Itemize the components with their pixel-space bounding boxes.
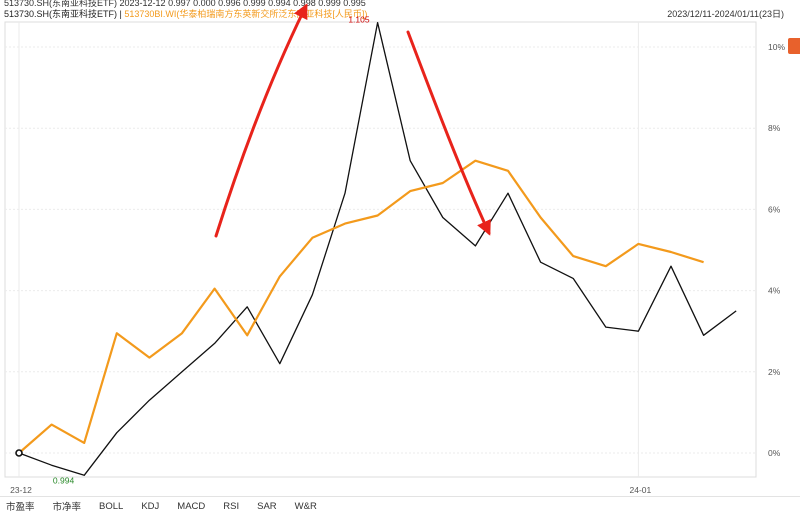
chart-header: 513730.SH(东南亚科技ETF) 2023-12-12 0.997 0.0… xyxy=(0,0,800,20)
indicator-tab[interactable]: 市净率 xyxy=(52,502,82,513)
start-marker xyxy=(15,449,23,457)
indicator-tab-bar: 市盈率 市净率 BOLL KDJ MACD RSI SAR W&R xyxy=(0,496,800,515)
y-tick-label: 0% xyxy=(768,448,781,458)
plot-frame xyxy=(4,21,757,478)
date-range[interactable]: 2023/12/11-2024/01/11(23日) xyxy=(667,9,784,19)
indicator-tab[interactable]: MACD xyxy=(177,500,206,512)
y-tick-label: 10% xyxy=(768,42,785,52)
legend-row: 513730.SH(东南亚科技ETF) | 513730BI.WI(华泰柏瑞南方… xyxy=(4,7,367,20)
indicator-tab[interactable]: W&R xyxy=(294,500,317,512)
series-line-1[interactable] xyxy=(18,21,737,476)
indicator-tab[interactable]: RSI xyxy=(223,500,240,512)
indicator-tab[interactable]: SAR xyxy=(257,500,277,512)
min-annotation: 0.994 xyxy=(53,475,75,485)
settings-icon[interactable] xyxy=(788,38,800,54)
max-annotation: 1.105 xyxy=(348,15,370,25)
x-tick-label: 23-12 xyxy=(10,485,32,495)
arrow-up-annotation xyxy=(214,3,308,238)
quote-row: 513730.SH(东南亚科技ETF) 2023-12-12 0.997 0.0… xyxy=(4,0,366,8)
indicator-tab[interactable]: 市盈率 xyxy=(6,502,35,513)
legend-series-2[interactable]: 513730BI.WI(华泰柏瑞南方东英新交所泛东南亚科技[人民币]) xyxy=(124,9,368,19)
line-chart[interactable]: 0% 2% 4% 6% 8% 10% 23-12 24-01 1.105 0.994 xyxy=(0,0,800,496)
legend-series-1[interactable]: 513730.SH(东南亚科技ETF) xyxy=(4,9,118,19)
y-tick-label: 4% xyxy=(768,286,781,296)
indicator-tab[interactable]: BOLL xyxy=(99,500,124,512)
y-tick-label: 6% xyxy=(768,204,781,214)
x-tick-label: 24-01 xyxy=(630,485,652,495)
indicator-tab[interactable]: KDJ xyxy=(141,500,160,512)
y-tick-label: 8% xyxy=(768,123,781,133)
y-tick-label: 2% xyxy=(768,367,781,377)
legend-separator: | xyxy=(117,9,125,19)
arrow-down-annotation xyxy=(406,30,491,236)
series-line-2[interactable] xyxy=(18,159,704,454)
